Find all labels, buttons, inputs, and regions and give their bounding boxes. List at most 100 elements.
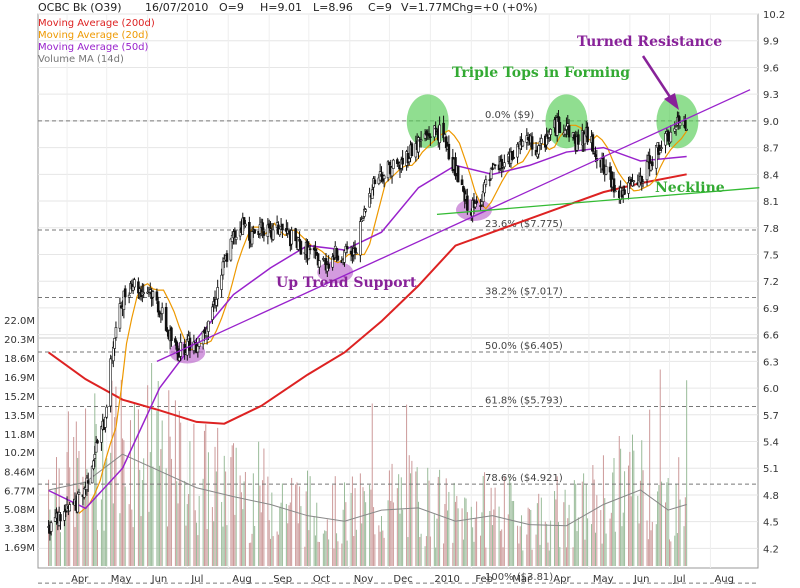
fib-level-label: 23.6% ($7.775) [485,219,563,230]
annotation-neckline: Neckline [655,180,725,196]
candle-body [233,230,237,238]
candle-body [475,200,478,204]
price-tick-label: 4.5 [763,518,779,529]
trendline-up_trend_support [156,89,751,362]
candle-body [100,426,103,443]
fib-level-label: 61.8% ($5.793) [485,396,563,407]
x-tick-label: Nov [354,574,374,585]
volume-tick-label: 18.6M [4,354,35,365]
candle-body [537,145,540,155]
legend-volume-ma: Volume MA (14d) [38,54,124,65]
ma-50-line [48,146,687,510]
candle-body [555,117,559,136]
candle-body [407,158,411,162]
candle-body [353,247,357,253]
candle-body [651,161,654,167]
candle-body [669,131,673,143]
candle-body [248,222,251,241]
candle-body [299,241,303,255]
candle-body [433,125,436,138]
open-value: O=9 [219,1,244,14]
candle-body [197,342,201,347]
candle-body [526,136,530,140]
candle-body [178,357,181,361]
candle-body [557,116,560,122]
price-tick-label: 7.8 [763,224,779,235]
x-tick-label: Feb [475,574,493,585]
volume-bars [48,362,688,566]
candle-body [229,238,233,261]
candle-body [640,175,644,183]
candle-body [336,255,340,261]
price-tick-label: 5.1 [763,464,779,475]
volume-tick-label: 13.5M [4,411,35,422]
candle-body [345,246,349,250]
price-tick-label: 6.3 [763,357,779,368]
candle-body [314,249,317,251]
arrow-shaft [641,55,674,101]
price-tick-label: 9.6 [763,63,779,74]
candle-body [76,493,79,513]
candle-body [410,143,414,157]
candle-body [188,337,192,351]
candle-body [479,205,482,207]
axes-layer: 4.2 4.5 4.8 5.1 5.4 5.7 6.0 6.3 6.6 6.9 7.2 7.5 7.8 8… [4,10,785,585]
candle-body [331,256,334,268]
arrow-head [664,93,679,110]
candle-body [294,228,297,242]
candle-body [397,161,400,164]
candle-body [68,504,72,512]
candle-body [216,287,219,300]
candle-body [592,152,596,155]
x-tick-label: 2010 [434,574,459,585]
price-tick-label: 4.8 [763,491,779,502]
candle-body [558,121,562,134]
candle-body [392,159,395,169]
price-tick-label: 5.7 [763,411,779,422]
candle-body [401,157,404,165]
price-tick-label: 8.4 [763,170,779,181]
candle-body [429,136,432,138]
candle-body [63,511,66,521]
candle-body [483,182,486,194]
price-tick-label: 9.9 [763,37,779,48]
trendline-neckline [436,187,760,216]
candle-body [657,144,661,155]
candle-body [133,279,136,288]
low-value: L=8.96 [313,1,353,14]
candle-body [93,454,97,459]
x-tick-label: Apr [553,574,571,585]
candle-body [123,288,127,298]
candle-body [290,230,293,245]
candle-body [654,145,658,169]
candle-body [105,406,108,418]
volume-tick-label: 10.2M [4,448,35,459]
candle-body [221,261,225,276]
legend-ma50: Moving Average (50d) [38,42,149,53]
candle-body [327,263,330,269]
candle-body [77,491,81,495]
annotation-uptrend-support: Up Trend Support [276,275,417,291]
candle-body [456,166,460,183]
volume-ma-line [48,453,687,527]
candle-body [530,136,534,150]
candle-body [427,133,431,137]
candle-body [641,181,645,184]
candle-body [645,161,649,181]
candle-body [549,129,552,135]
candle-body [156,301,160,313]
price-tick-label: 7.5 [763,250,779,261]
price-tick-label: 9.3 [763,90,779,101]
x-tick-label: Mar [512,574,532,585]
candle-body [176,348,180,361]
candle-body [211,306,214,320]
candle-body [480,201,484,206]
volume-tick-label: 1.69M [4,543,35,554]
candle-body [473,203,477,208]
candle-body [674,126,678,130]
candle-body [308,248,312,251]
volume-tick-label: 15.2M [4,392,35,403]
candle-body [207,320,210,332]
candle-body [244,223,247,227]
candle-body [500,158,504,169]
